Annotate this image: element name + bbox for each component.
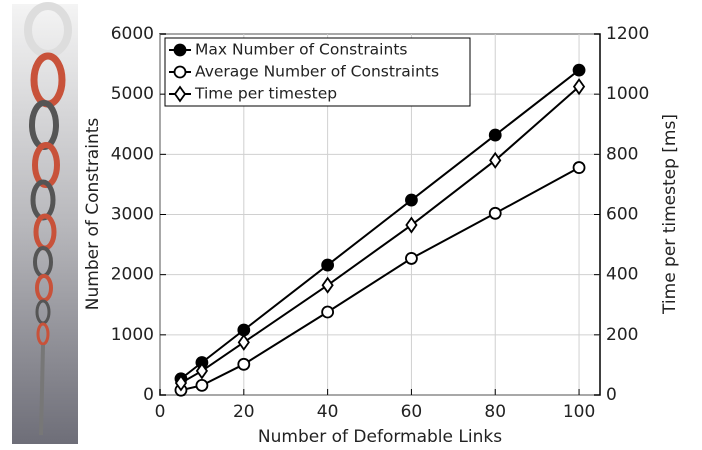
legend-label: Time per timestep	[194, 85, 337, 103]
series	[174, 63, 586, 386]
marker	[321, 305, 335, 319]
y2-tick-label: 800	[606, 144, 638, 164]
y2-tick-label: 200	[606, 325, 638, 345]
y-tick-label: 0	[143, 385, 154, 405]
legend-label: Max Number of Constraints	[195, 41, 407, 59]
y-tick-label: 4000	[111, 144, 154, 164]
x-tick-label: 0	[155, 402, 166, 422]
y2-tick-label: 1000	[606, 84, 649, 104]
plot: 0 20 40 60 80 1000100020003000400050006000020…	[111, 24, 650, 422]
series	[174, 78, 586, 392]
y-axis-label: Number of Constraints	[83, 118, 103, 311]
marker	[195, 378, 209, 392]
marker	[321, 258, 335, 272]
legend: Max Number of Constraints Average Number …	[164, 37, 471, 107]
y2-axis-label: Time per timestep [ms]	[660, 114, 680, 315]
x-axis-label: Number of Deformable Links	[258, 427, 502, 447]
y-tick-label: 1000	[111, 325, 154, 345]
marker	[405, 216, 418, 234]
legend-box	[164, 37, 471, 107]
y-tick-label: 3000	[111, 205, 154, 225]
marker	[237, 333, 250, 351]
marker	[321, 276, 334, 294]
x-tick-label: 100	[563, 402, 595, 422]
x-tick-label: 20	[233, 402, 255, 422]
legend-label: Average Number of Constraints	[195, 63, 439, 81]
y-tick-label: 6000	[111, 24, 154, 44]
legend-marker	[173, 85, 187, 103]
x-tick-label: 60	[401, 402, 423, 422]
legend-marker	[173, 65, 187, 79]
y-tick-label: 2000	[111, 265, 154, 285]
series	[174, 161, 586, 397]
x-tick-label: 80	[484, 402, 506, 422]
marker	[174, 374, 188, 392]
marker	[237, 357, 251, 371]
series-line	[180, 166, 580, 392]
marker	[572, 63, 586, 77]
y-tick-label: 5000	[111, 84, 154, 104]
marker	[405, 193, 418, 207]
y2-tick-label: 0	[606, 385, 617, 405]
y2-tick-label: 600	[606, 205, 638, 225]
marker	[195, 362, 209, 380]
y2-tick-label: 400	[606, 265, 638, 285]
chain-render	[12, 2, 78, 444]
legend-marker	[173, 43, 187, 57]
marker	[572, 161, 586, 174]
marker	[572, 78, 586, 96]
marker	[488, 128, 502, 142]
marker	[489, 151, 502, 169]
marker	[405, 252, 418, 265]
y2-tick-label: 1200	[606, 24, 649, 44]
x-tick-label: 40	[317, 402, 339, 422]
marker	[488, 206, 502, 220]
